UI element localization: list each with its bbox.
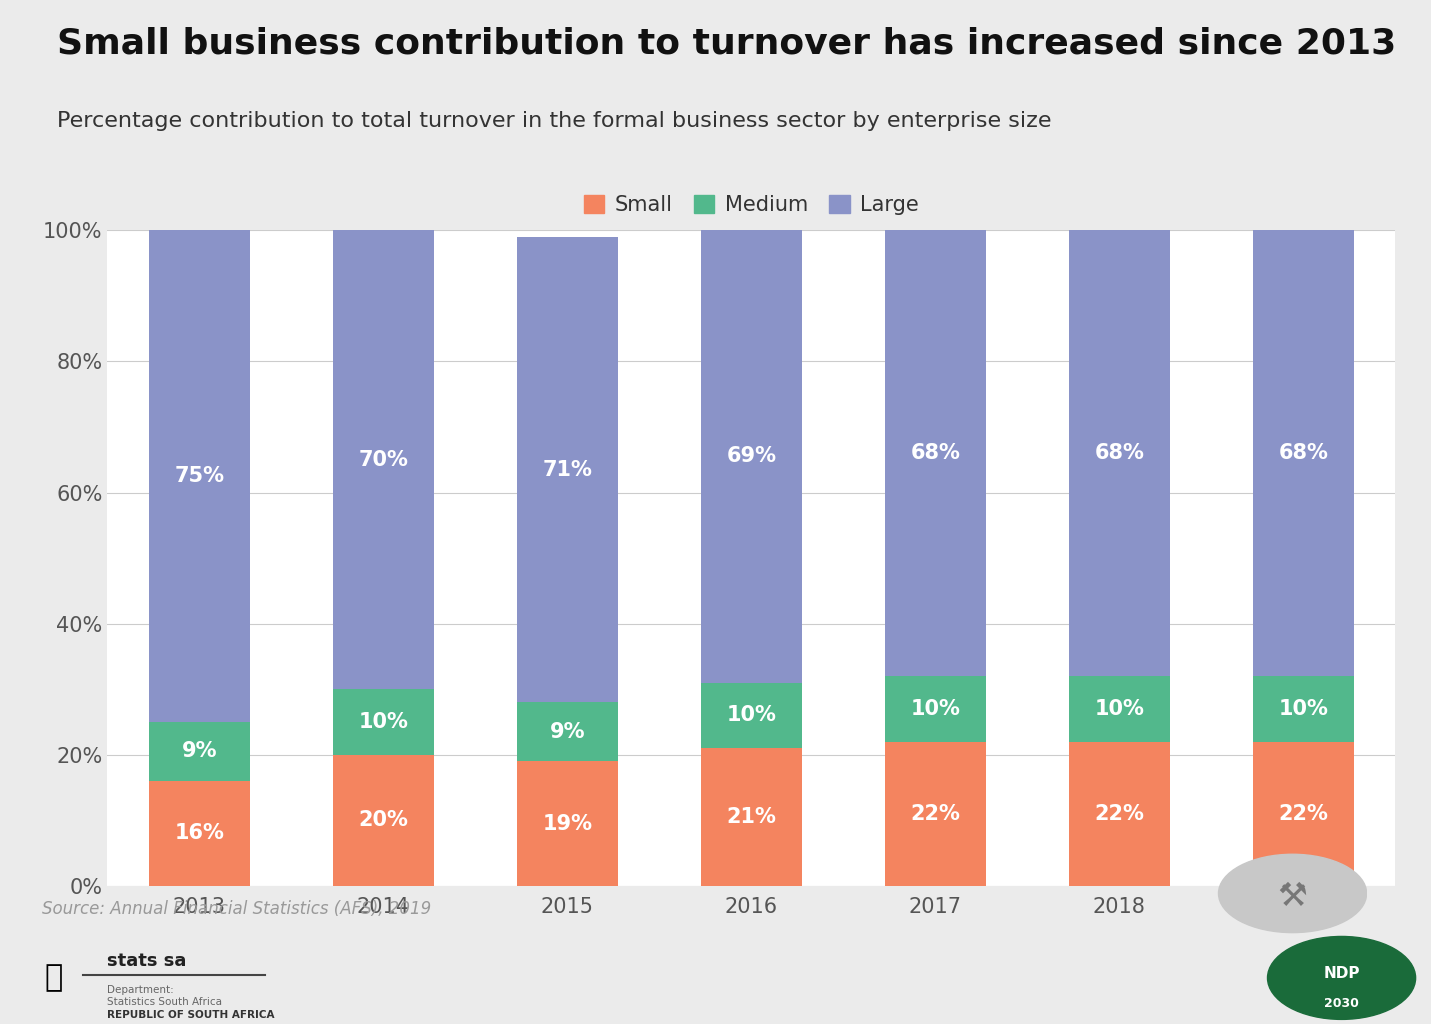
Bar <box>149 722 250 781</box>
Text: 22%: 22% <box>1095 804 1145 823</box>
Text: 10%: 10% <box>910 698 960 719</box>
Text: 70%: 70% <box>358 450 408 470</box>
Bar <box>884 676 986 741</box>
Bar <box>884 741 986 886</box>
Bar <box>701 683 801 749</box>
Bar <box>1069 230 1169 676</box>
Text: 68%: 68% <box>1278 443 1328 463</box>
Legend: Small, Medium, Large: Small, Medium, Large <box>575 186 927 223</box>
Bar <box>1252 676 1354 741</box>
Text: Department:: Department: <box>107 985 175 995</box>
Text: 2030: 2030 <box>1324 997 1359 1011</box>
Bar <box>149 230 250 722</box>
Text: 20%: 20% <box>358 810 408 830</box>
Text: 16%: 16% <box>175 823 225 844</box>
Text: Statistics South Africa: Statistics South Africa <box>107 997 222 1007</box>
Circle shape <box>1268 936 1415 1020</box>
Bar <box>517 761 618 886</box>
Circle shape <box>1219 854 1367 933</box>
Bar <box>1069 741 1169 886</box>
Text: NDP: NDP <box>1324 966 1359 981</box>
Text: Small business contribution to turnover has increased since 2013: Small business contribution to turnover … <box>57 27 1397 60</box>
Text: 69%: 69% <box>727 446 776 467</box>
Text: Source: Annual Financial Statistics (AFS), 2019: Source: Annual Financial Statistics (AFS… <box>41 900 431 918</box>
Text: ⚒: ⚒ <box>1278 881 1308 913</box>
Text: REPUBLIC OF SOUTH AFRICA: REPUBLIC OF SOUTH AFRICA <box>107 1010 275 1020</box>
Text: 🦅: 🦅 <box>44 964 63 992</box>
Bar <box>701 749 801 886</box>
Text: 21%: 21% <box>727 807 776 827</box>
Text: 10%: 10% <box>358 712 408 732</box>
Text: 9%: 9% <box>182 741 218 762</box>
Text: 10%: 10% <box>1095 698 1145 719</box>
Bar <box>884 230 986 676</box>
Text: Percentage contribution to total turnover in the formal business sector by enter: Percentage contribution to total turnove… <box>57 112 1052 131</box>
Bar <box>332 755 434 886</box>
Bar <box>1252 230 1354 676</box>
Bar <box>1252 741 1354 886</box>
Text: 22%: 22% <box>910 804 960 823</box>
Bar <box>332 689 434 755</box>
Text: 68%: 68% <box>910 443 960 463</box>
Bar <box>517 702 618 761</box>
Text: 10%: 10% <box>1278 698 1328 719</box>
Text: stats sa: stats sa <box>107 952 186 971</box>
Text: 68%: 68% <box>1095 443 1145 463</box>
Text: 71%: 71% <box>542 460 592 479</box>
Text: 9%: 9% <box>550 722 585 741</box>
Bar <box>332 230 434 689</box>
Text: 22%: 22% <box>1278 804 1328 823</box>
Bar <box>517 237 618 702</box>
Bar <box>701 230 801 683</box>
Bar <box>149 781 250 886</box>
Text: 75%: 75% <box>175 466 225 486</box>
Text: 10%: 10% <box>727 706 776 725</box>
Bar <box>1069 676 1169 741</box>
Text: 19%: 19% <box>542 813 592 834</box>
